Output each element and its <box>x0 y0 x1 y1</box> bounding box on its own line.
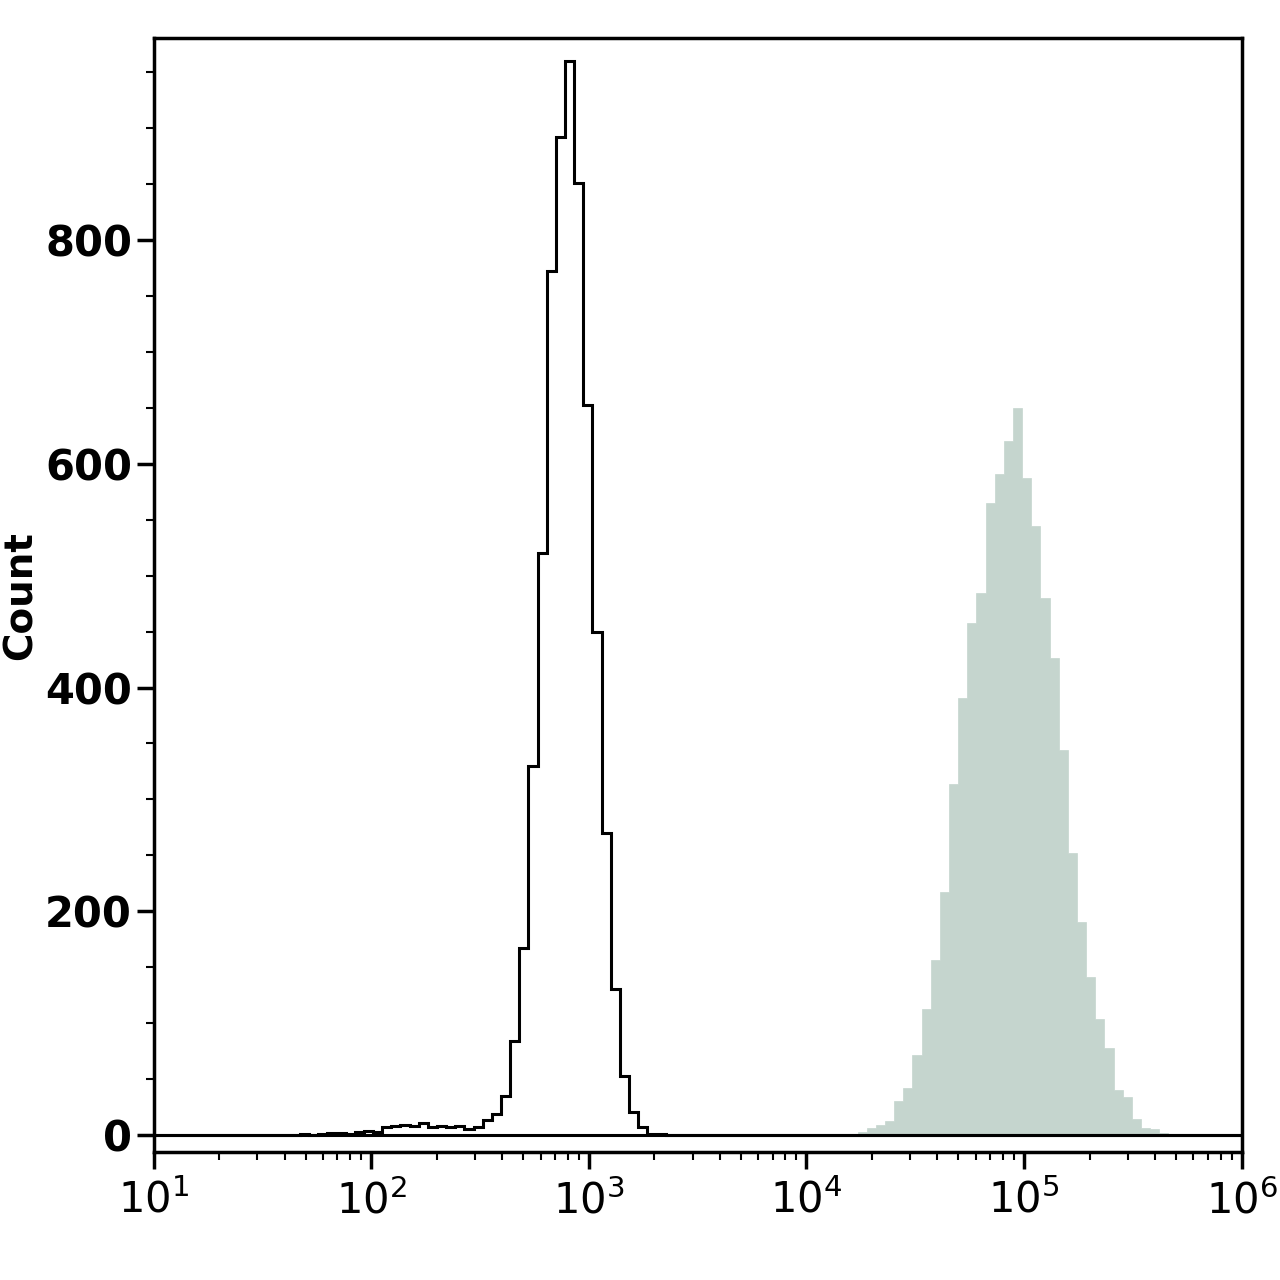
Y-axis label: Count: Count <box>1 531 40 659</box>
Polygon shape <box>154 408 1242 1135</box>
Polygon shape <box>154 60 1242 1135</box>
